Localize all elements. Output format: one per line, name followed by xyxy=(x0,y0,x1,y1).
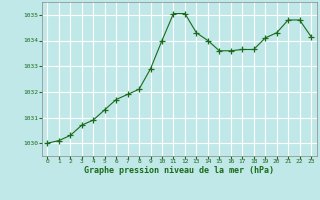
X-axis label: Graphe pression niveau de la mer (hPa): Graphe pression niveau de la mer (hPa) xyxy=(84,166,274,175)
